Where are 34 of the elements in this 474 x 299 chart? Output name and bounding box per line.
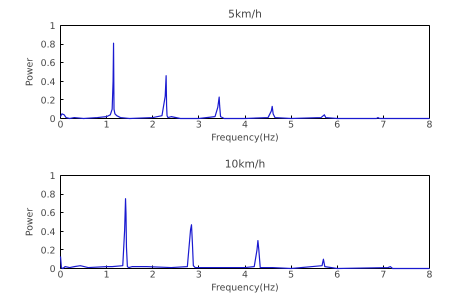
x-tick-label: 4 xyxy=(242,270,248,280)
x-tick-label: 6 xyxy=(334,120,340,130)
x-axis-title: Frequency(Hz) xyxy=(211,132,279,144)
y-tick-label: 0.2 xyxy=(40,245,56,256)
x-tick-label: 5 xyxy=(288,120,294,130)
chart-title: 5km/h xyxy=(228,8,262,20)
x-tick-label: 3 xyxy=(196,270,202,280)
x-tick-label: 5 xyxy=(288,270,294,280)
x-tick-label: 3 xyxy=(196,120,202,130)
y-tick-label: 0.6 xyxy=(40,208,56,220)
x-tick-label: 7 xyxy=(380,270,386,280)
x-tick-label: 0 xyxy=(58,270,64,280)
x-tick-label: 8 xyxy=(426,120,433,130)
y-tick-label: 0.4 xyxy=(40,226,56,238)
chart-title: 10km/h xyxy=(224,158,266,170)
y-tick-label: 1 xyxy=(50,21,56,32)
x-tick-label: 7 xyxy=(380,120,386,130)
y-tick-label: 0.2 xyxy=(40,95,56,106)
y-tick-label: 0.4 xyxy=(40,76,56,88)
x-tick-label: 1 xyxy=(104,120,110,130)
x-tick-label: 6 xyxy=(334,270,340,280)
y-tick-label: 0.8 xyxy=(40,190,56,201)
x-tick-label: 4 xyxy=(242,120,248,130)
x-tick-label: 0 xyxy=(58,120,64,130)
x-tick-label: 1 xyxy=(104,270,110,280)
x-tick-label: 8 xyxy=(426,270,433,280)
y-tick-label: 1 xyxy=(50,171,56,182)
x-tick-label: 2 xyxy=(150,120,156,130)
y-axis-title: Power xyxy=(24,58,36,86)
x-axis-title: Frequency(Hz) xyxy=(211,282,279,294)
x-tick-label: 2 xyxy=(150,270,156,280)
y-tick-label: 0.6 xyxy=(40,58,56,70)
y-axis-title: Power xyxy=(24,208,36,236)
y-tick-label: 0.8 xyxy=(40,40,56,51)
